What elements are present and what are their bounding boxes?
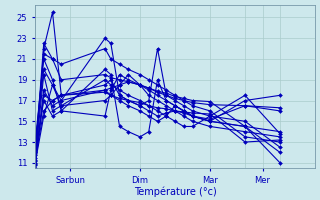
X-axis label: Température (°c): Température (°c) [134, 186, 216, 197]
